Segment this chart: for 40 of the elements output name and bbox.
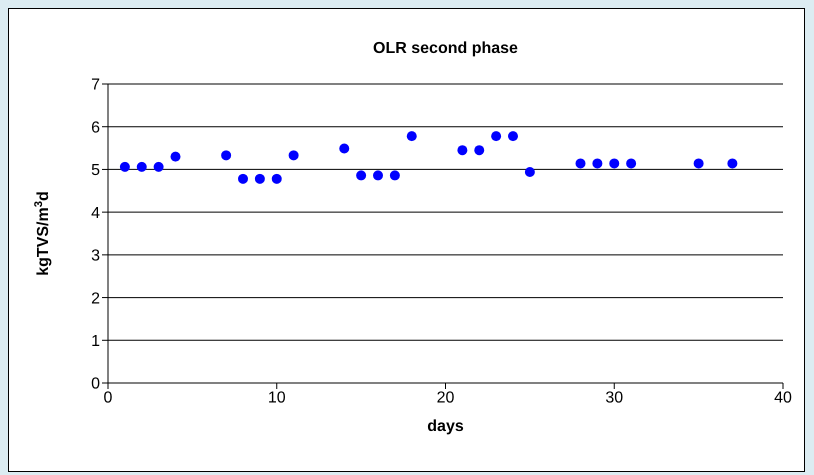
point — [238, 174, 248, 184]
point — [524, 166, 535, 177]
y-tick-label: 7 — [91, 76, 100, 94]
y-tick-label: 3 — [91, 248, 100, 265]
x-tick-label: 20 — [436, 389, 454, 406]
point — [457, 145, 468, 156]
x-tick-label: 10 — [268, 389, 286, 406]
chart-title: OLR second phase — [372, 40, 519, 58]
point — [592, 158, 602, 168]
y-tick-label: 5 — [91, 162, 100, 180]
x-tick-label: 30 — [605, 389, 624, 406]
point — [120, 162, 130, 172]
point — [727, 158, 738, 168]
point — [373, 170, 383, 180]
point — [254, 174, 265, 184]
point — [576, 158, 586, 168]
point — [694, 158, 704, 168]
point — [356, 170, 366, 180]
y-tick-label: 6 — [91, 119, 100, 136]
y-tick-label: 4 — [91, 204, 100, 222]
y-tick-label: 0 — [91, 376, 100, 393]
point — [339, 144, 350, 154]
point — [626, 158, 636, 168]
y-tick-label: 1 — [91, 332, 100, 350]
x-tick-label: 40 — [774, 389, 792, 406]
point — [609, 158, 620, 168]
point — [136, 162, 147, 172]
point — [221, 150, 232, 160]
point — [288, 150, 299, 160]
point — [170, 152, 180, 162]
point — [491, 131, 502, 142]
point — [390, 170, 400, 180]
point — [406, 131, 417, 142]
y-tick-label: 2 — [91, 290, 100, 308]
x-tick-label: 0 — [104, 389, 113, 406]
point — [508, 131, 518, 142]
x-axis-title: days — [427, 418, 464, 435]
point — [272, 174, 282, 184]
point — [154, 162, 164, 172]
point — [474, 145, 484, 156]
